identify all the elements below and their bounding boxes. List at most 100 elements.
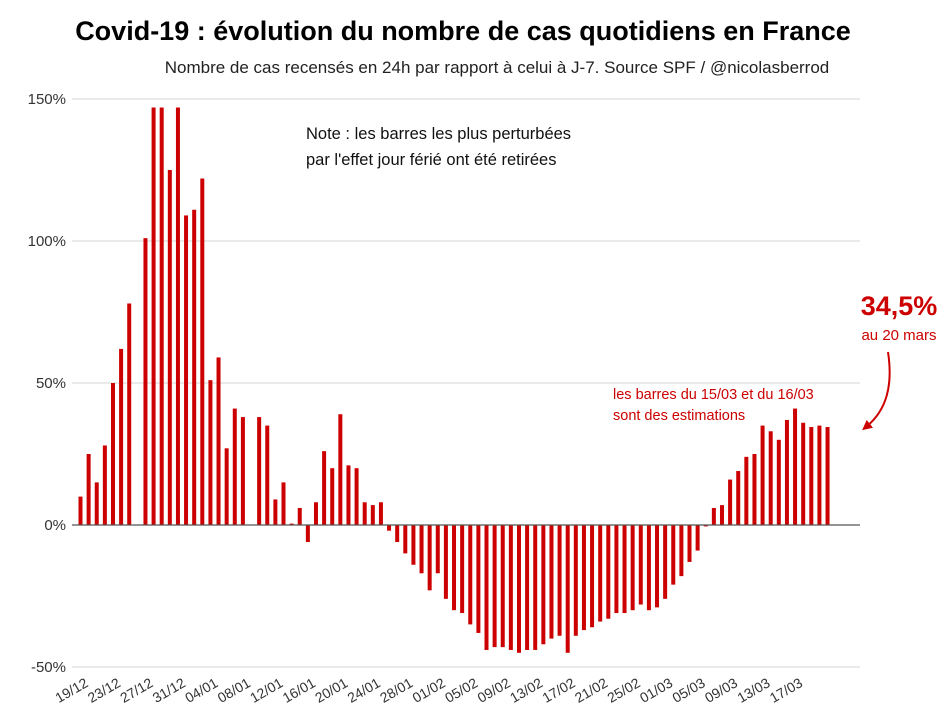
highlight-date: au 20 mars: [861, 327, 936, 344]
bar: [671, 525, 676, 585]
x-tick-label: 13/03: [734, 674, 773, 705]
bar: [679, 525, 684, 577]
x-tick-label: 01/03: [637, 674, 676, 705]
bar: [127, 303, 132, 525]
bar: [427, 525, 432, 591]
x-tick-label: 27/12: [117, 674, 156, 705]
bar: [452, 525, 457, 611]
bar: [784, 419, 789, 525]
x-tick-label: 17/03: [767, 674, 806, 705]
x-tick-label: 24/01: [345, 674, 384, 705]
bar: [273, 499, 278, 525]
bar: [143, 238, 148, 525]
bar: [711, 507, 716, 525]
bar: [395, 525, 400, 543]
y-tick-label: 100%: [28, 233, 66, 250]
x-tick-label: 09/03: [702, 674, 741, 705]
bar: [752, 454, 757, 525]
x-tick-label: 31/12: [150, 674, 189, 705]
x-tick-label: 01/02: [410, 674, 449, 705]
y-axis-ticks: 150% 100% 50% 0% -50%: [28, 91, 66, 676]
bar: [646, 525, 651, 611]
bar: [232, 408, 237, 525]
bar: [378, 502, 383, 525]
bar: [533, 525, 538, 650]
y-tick-label: 150%: [28, 91, 66, 108]
bar: [289, 523, 294, 525]
bar: [598, 525, 603, 622]
bar: [793, 408, 798, 525]
bar: [541, 525, 546, 645]
bar: [175, 107, 180, 526]
bar: [744, 456, 749, 525]
bar: [281, 482, 286, 525]
note-line-1: Note : les barres les plus perturbées: [306, 125, 571, 143]
bar: [224, 448, 229, 525]
x-tick-label: 05/02: [442, 674, 481, 705]
x-tick-label: 19/12: [52, 674, 91, 705]
bar: [184, 215, 189, 525]
bar: [313, 502, 318, 525]
bar: [216, 357, 221, 525]
bar: [655, 525, 660, 608]
bar: [476, 525, 481, 633]
bar: [167, 170, 172, 525]
bar: [460, 525, 465, 614]
bar: [305, 525, 310, 543]
note-line-2: par l'effet jour férié ont été retirées: [306, 151, 556, 169]
y-tick-label: -50%: [31, 659, 66, 676]
x-tick-label: 08/01: [215, 674, 254, 705]
bar: [265, 425, 270, 525]
bar: [565, 525, 570, 653]
bar: [484, 525, 489, 650]
bar: [817, 425, 822, 525]
x-tick-label: 23/12: [85, 674, 124, 705]
bar: [297, 507, 302, 525]
bar: [102, 445, 107, 525]
bars: [78, 107, 830, 653]
bar: [362, 502, 367, 525]
bar: [200, 178, 205, 525]
bar: [411, 525, 416, 565]
bar: [346, 465, 351, 525]
x-axis-ticks: 19/1223/1227/1231/1204/0108/0112/0116/01…: [52, 674, 805, 705]
bar: [354, 468, 359, 525]
x-tick-label: 16/01: [280, 674, 319, 705]
bar: [192, 209, 197, 525]
bar: [663, 525, 668, 599]
highlight-value: 34,5%: [861, 291, 938, 321]
bar: [338, 414, 343, 525]
y-tick-label: 50%: [36, 375, 66, 392]
bar: [525, 525, 530, 650]
bar: [703, 525, 708, 527]
bar: [322, 451, 327, 525]
bar: [590, 525, 595, 628]
x-tick-label: 21/02: [572, 674, 611, 705]
bar: [508, 525, 513, 650]
bar: [435, 525, 440, 574]
bar: [695, 525, 700, 551]
bar: [151, 107, 156, 526]
bar: [630, 525, 635, 611]
bar: [687, 525, 692, 562]
highlight-arrow: [862, 351, 891, 431]
x-tick-label: 09/02: [474, 674, 513, 705]
bar: [110, 383, 115, 525]
bar: [801, 422, 806, 525]
bar: [728, 479, 733, 525]
bar: [760, 425, 765, 525]
bar: [768, 431, 773, 525]
bar: [387, 525, 392, 531]
bar: [614, 525, 619, 614]
x-tick-label: 05/03: [669, 674, 708, 705]
bar: [581, 525, 586, 631]
bar: [119, 348, 124, 525]
bar: [825, 427, 830, 525]
bar: [573, 525, 578, 636]
x-tick-label: 17/02: [539, 674, 578, 705]
bar: [492, 525, 497, 648]
bar: [557, 525, 562, 636]
chart-title: Covid-19 : évolution du nombre de cas qu…: [75, 16, 851, 46]
bar: [638, 525, 643, 605]
